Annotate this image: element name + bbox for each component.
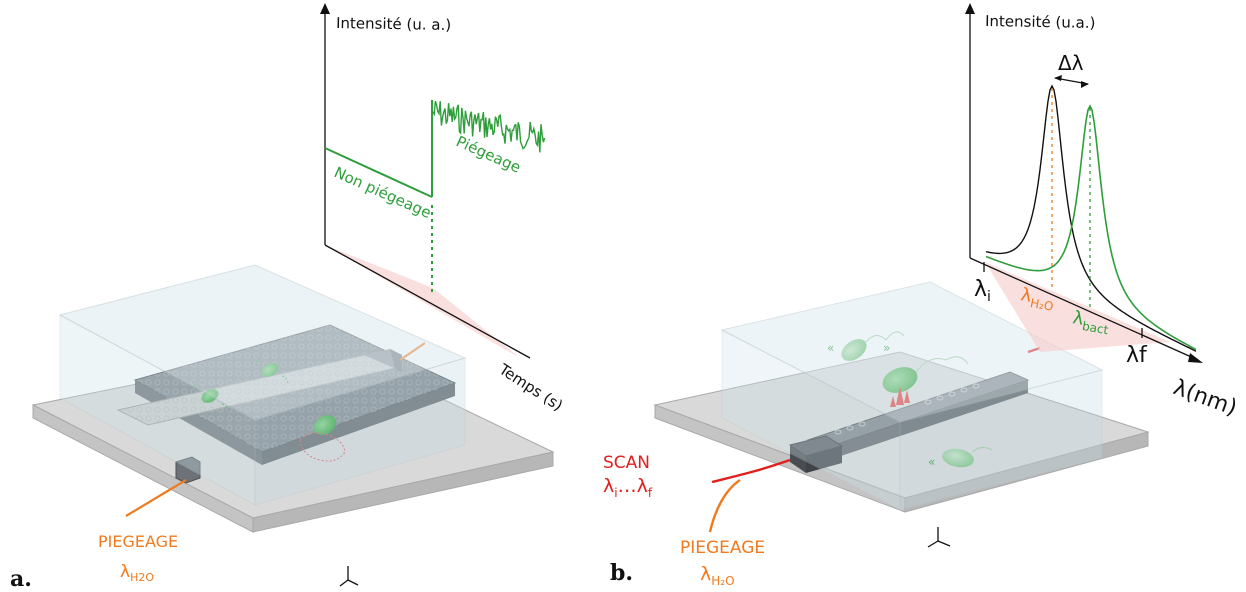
panel-letter-b: b.: [610, 560, 633, 586]
microfluidic-cover-b: [720, 281, 1104, 511]
panel-a: Intensité (u. a.) Temps (s) Non piégeage…: [10, 3, 566, 592]
y-axis-arrow-icon: [965, 3, 975, 14]
lambda-bact-label: λbact: [1071, 307, 1112, 337]
axis-triad-a-icon: [339, 566, 359, 587]
scan-fiber: [711, 458, 791, 484]
trapped-bacterium-icon: [313, 415, 337, 435]
bacteria-resonance-curve: [985, 104, 1197, 351]
trap-fiber-b: [708, 479, 741, 533]
lambda-h2o-label: λH₂O: [1019, 284, 1057, 314]
delta-lambda-label: Δλ: [1058, 51, 1084, 75]
axis-triad-b-icon: [927, 527, 951, 548]
scan-range-label: λi…λf: [603, 475, 653, 500]
scan-label: SCAN: [603, 453, 650, 473]
trapping-signal-noise: [432, 100, 546, 153]
trap-wavelength-b: λH₂O: [700, 563, 735, 588]
lambda-i-label: λi: [974, 277, 991, 305]
x-axis-label: λ(nm): [1170, 375, 1240, 421]
trap-label-b: PIEGEAGE: [680, 538, 765, 558]
x-axis-label: Temps (s): [495, 360, 566, 415]
svg-text:«: «: [928, 455, 935, 469]
y-axis-arrow-icon: [320, 3, 330, 14]
non-trapping-level: [324, 147, 433, 198]
x-axis: [324, 244, 531, 359]
lambda-f-label: λf: [1126, 343, 1148, 368]
water-resonance-curve: [985, 84, 1197, 352]
x-axis: [969, 257, 1199, 361]
trap-field-icon: [299, 432, 346, 462]
signal-cone-b: [985, 262, 1170, 352]
input-fiber-a: [125, 479, 187, 517]
y-axis-label: Intensité (u. a.): [336, 14, 451, 34]
y-axis-label: Intensité (u.a.): [985, 12, 1096, 32]
trapping-label: Piégeage: [453, 132, 523, 176]
signal-cone-a: [325, 245, 520, 358]
trap-laser-label: PIEGEAGE: [98, 532, 178, 551]
bacterium-icon: [942, 448, 974, 468]
x-axis-arrow-icon: [1188, 353, 1203, 363]
non-trapping-label: Non piégeage: [331, 163, 434, 222]
microfluidic-cover-a: [58, 264, 467, 506]
panel-b: « » « Intensité (u.a.): [603, 3, 1240, 588]
panel-letter-a: a.: [10, 566, 32, 592]
trap-laser-wavelength: λH2O: [120, 562, 154, 584]
